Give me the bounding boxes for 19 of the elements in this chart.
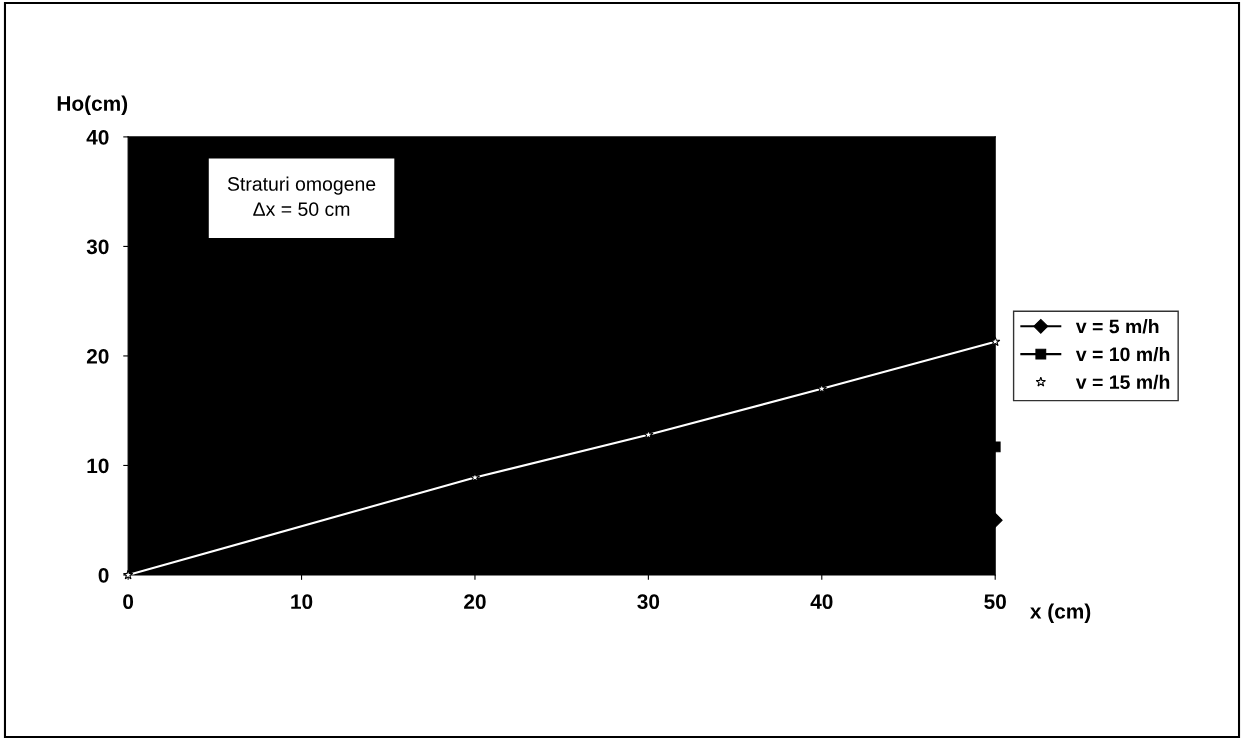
y-tick-label: 0 — [98, 567, 109, 583]
x-axis-title: x (cm) — [1030, 603, 1091, 623]
x-tick-label: 20 — [464, 594, 486, 610]
point — [990, 336, 1001, 347]
point — [122, 569, 134, 580]
y-axis-title: Ho(cm) — [57, 95, 128, 115]
x-tick-label: 30 — [637, 594, 660, 610]
y-tick-label: 20 — [86, 348, 109, 364]
x-tick-label: 40 — [810, 594, 833, 610]
legend-label: v = 10 m/h — [1075, 346, 1170, 362]
y-tick-label: 10 — [87, 458, 109, 474]
legend-label: v = 5 m/h — [1075, 319, 1159, 334]
x-tick-label: 50 — [984, 594, 1006, 610]
y-tick-label: 30 — [86, 239, 109, 255]
y-tick-label: 40 — [86, 129, 109, 145]
annotation: Straturi omogene Δx = 50 cm — [227, 176, 376, 217]
x-tick-label: 10 — [291, 594, 313, 610]
x-tick-label: 0 — [123, 594, 134, 610]
legend-label: v = 15 m/h — [1075, 374, 1170, 390]
